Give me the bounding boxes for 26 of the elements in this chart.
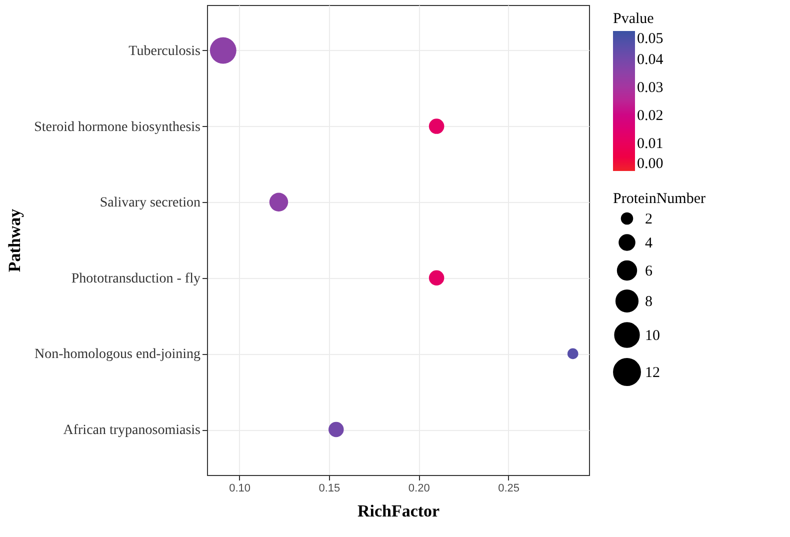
- legend-label: 12: [645, 365, 660, 381]
- y-tick-label: Phototransduction - fly: [71, 271, 200, 286]
- legend-label: 6: [645, 264, 653, 280]
- legend-title: ProteinNumber: [613, 191, 706, 207]
- color-bar-label: 0.04: [637, 52, 664, 68]
- x-tick-label: 0.20: [408, 482, 430, 494]
- color-bar-label: 0.03: [637, 80, 664, 96]
- color-bar-label: 0.01: [637, 136, 664, 152]
- color-bar-label: 0.02: [637, 108, 664, 124]
- y-tick-label: Non-homologous end-joining: [34, 347, 200, 362]
- y-tick-label: Salivary secretion: [100, 196, 200, 211]
- x-axis-title: RichFactor: [357, 502, 440, 520]
- color-bar-label: 0.00: [637, 156, 664, 172]
- x-tick-label: 0.10: [229, 482, 250, 494]
- y-axis-title: Pathway: [5, 208, 24, 272]
- x-tick-label: 0.25: [498, 482, 520, 494]
- y-tick-label: African trypanosomiasis: [63, 423, 200, 438]
- x-tick-label: 0.15: [318, 482, 340, 494]
- legend-label: 2: [645, 212, 652, 228]
- legend-label: 10: [645, 328, 660, 344]
- color-bar-label: 0.05: [637, 31, 664, 47]
- y-tick-label: Steroid hormone biosynthesis: [34, 120, 200, 135]
- y-tick-label: Tuberculosis: [128, 44, 200, 59]
- legend-label: 8: [645, 294, 652, 310]
- legend-label: 4: [645, 236, 653, 252]
- color-bar-title: Pvalue: [613, 11, 654, 27]
